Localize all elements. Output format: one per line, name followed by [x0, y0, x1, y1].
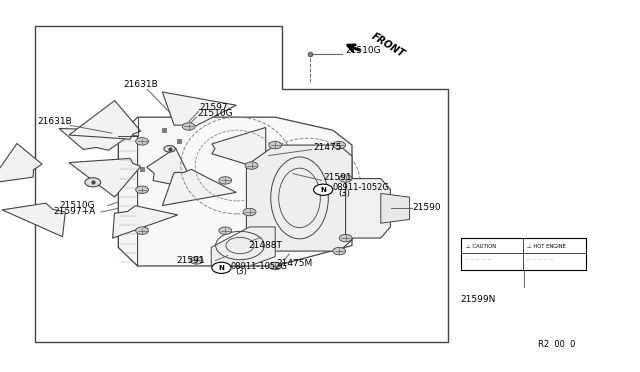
Polygon shape [346, 179, 390, 238]
Circle shape [136, 227, 148, 234]
Polygon shape [246, 145, 352, 251]
Circle shape [333, 141, 346, 149]
Text: 21510G: 21510G [197, 109, 233, 118]
Polygon shape [113, 206, 178, 238]
Text: (3): (3) [236, 267, 248, 276]
Circle shape [182, 123, 195, 130]
Polygon shape [211, 227, 275, 266]
Text: — — — — —: — — — — — [464, 257, 492, 261]
Polygon shape [118, 117, 352, 266]
Text: N: N [218, 265, 225, 271]
Polygon shape [69, 158, 141, 197]
Text: 21631B: 21631B [37, 117, 72, 126]
Text: FRONT: FRONT [370, 32, 406, 60]
Text: 21510G: 21510G [346, 46, 381, 55]
Text: 21597: 21597 [200, 103, 228, 112]
Circle shape [85, 178, 100, 187]
Polygon shape [163, 169, 236, 206]
Text: 21599N: 21599N [461, 295, 496, 304]
Polygon shape [147, 148, 196, 189]
Polygon shape [212, 128, 266, 170]
Circle shape [269, 141, 282, 149]
Polygon shape [59, 128, 136, 150]
Text: 21597+A: 21597+A [53, 207, 95, 216]
Polygon shape [0, 144, 42, 183]
Text: 21475M: 21475M [276, 259, 313, 267]
Circle shape [243, 208, 256, 216]
Text: 08911-1052G: 08911-1052G [333, 183, 390, 192]
Polygon shape [118, 136, 138, 266]
Polygon shape [69, 100, 141, 139]
Text: 21475: 21475 [313, 142, 342, 151]
Circle shape [314, 184, 333, 195]
Polygon shape [381, 193, 410, 223]
Text: — — — — —: — — — — — [526, 257, 554, 261]
Polygon shape [2, 203, 65, 237]
Text: 21590: 21590 [413, 203, 442, 212]
Circle shape [136, 186, 148, 193]
Text: 21631B: 21631B [124, 80, 158, 89]
Circle shape [339, 175, 352, 182]
Circle shape [245, 162, 258, 169]
Circle shape [333, 247, 346, 255]
Circle shape [269, 262, 282, 270]
Circle shape [219, 227, 232, 234]
Text: 08911-1052G: 08911-1052G [230, 262, 287, 270]
Text: 21488T: 21488T [248, 241, 282, 250]
Text: N: N [320, 187, 326, 193]
Text: ⚠ CAUTION: ⚠ CAUTION [466, 244, 496, 248]
Circle shape [339, 234, 352, 242]
Text: 21510G: 21510G [59, 201, 95, 209]
Polygon shape [163, 92, 236, 128]
Circle shape [136, 138, 148, 145]
Text: ⚠ HOT ENGINE: ⚠ HOT ENGINE [527, 244, 566, 248]
FancyBboxPatch shape [461, 238, 586, 270]
Text: 21591: 21591 [177, 256, 205, 265]
Circle shape [219, 177, 232, 184]
Text: R2  00  0: R2 00 0 [538, 340, 575, 349]
Text: (3): (3) [338, 189, 350, 198]
Text: 21591: 21591 [323, 173, 352, 182]
Circle shape [190, 257, 203, 264]
Circle shape [212, 262, 231, 273]
Circle shape [164, 145, 175, 152]
